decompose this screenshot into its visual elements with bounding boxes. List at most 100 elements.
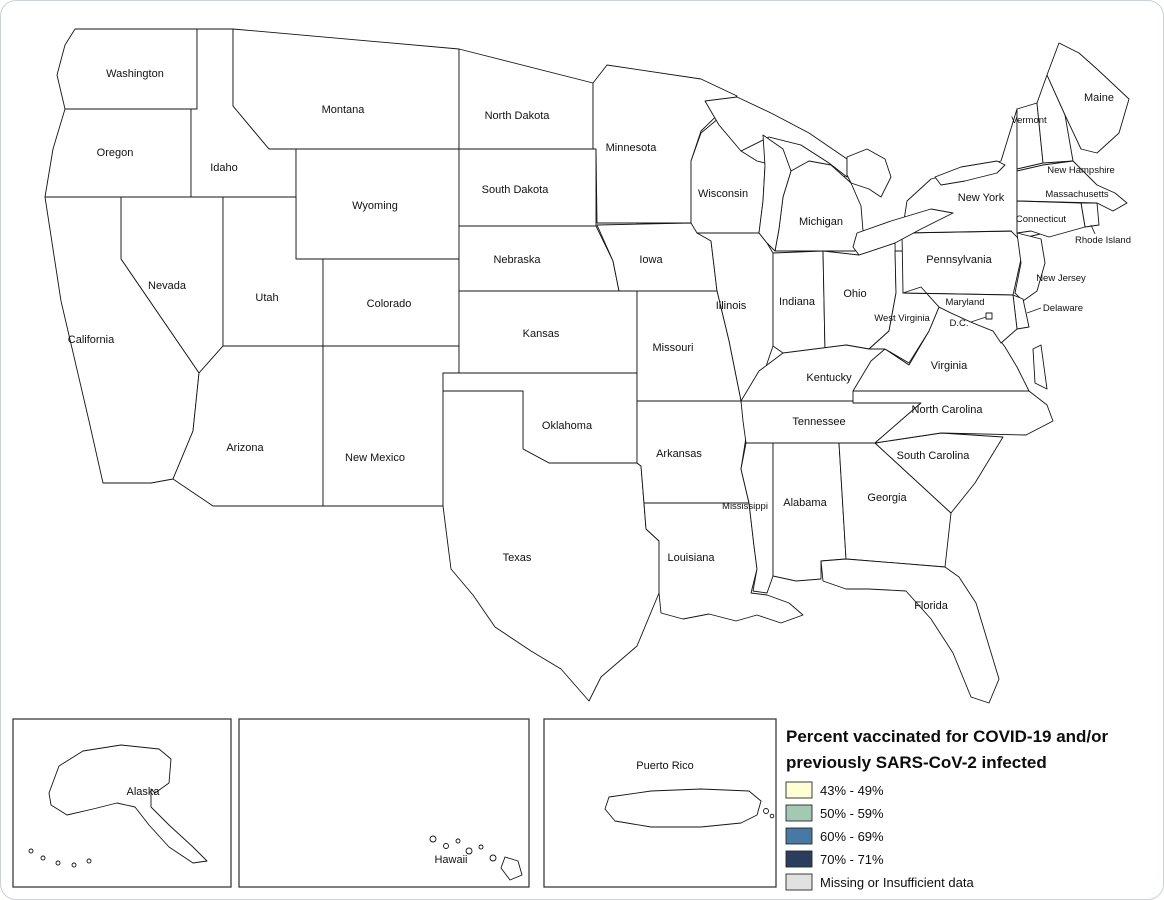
state-label-nevada: Nevada	[148, 280, 187, 292]
aleutian-island	[86, 858, 92, 864]
state-label-new-jersey: New Jersey	[1036, 273, 1086, 284]
alaska-inset-box	[12, 718, 232, 888]
state-alaska	[48, 744, 208, 864]
state-label-virginia: Virginia	[931, 360, 968, 372]
puerto-rico-inset	[604, 788, 775, 828]
state-label-california: California	[68, 334, 115, 346]
hawaii-inset	[429, 835, 523, 881]
state-label-arizona: Arizona	[226, 442, 264, 454]
state-label-ohio: Ohio	[843, 288, 866, 300]
legend-swatch-50-59	[785, 804, 813, 822]
state-label-rhode-island: Rhode Island	[1075, 235, 1131, 246]
state-label-delaware: Delaware	[1043, 303, 1083, 314]
lake-superior	[704, 96, 848, 178]
state-maryland	[902, 286, 1018, 344]
state-virginia-eastern-shore	[1032, 344, 1048, 390]
state-label-arkansas: Arkansas	[656, 448, 702, 460]
state-label-hawaii: Hawaii	[434, 854, 467, 866]
state-label-pennsylvania: Pennsylvania	[926, 254, 992, 266]
hawaii-island-maui	[489, 854, 497, 862]
hawaii-inset-box	[238, 718, 530, 888]
state-labels: Washington Oregon California Nevada Idah…	[68, 68, 1131, 866]
state-puerto-rico	[604, 788, 762, 828]
state-label-illinois: Illinois	[716, 300, 747, 312]
state-label-tennessee: Tennessee	[792, 416, 845, 428]
legend-label-missing: Missing or Insufficient data	[820, 875, 974, 890]
state-label-idaho: Idaho	[210, 162, 238, 174]
state-label-alaska: Alaska	[126, 786, 160, 798]
state-label-michigan: Michigan	[799, 216, 843, 228]
delaware-leader-line	[1026, 307, 1042, 314]
mainland-states	[44, 28, 1130, 704]
state-north-carolina	[852, 390, 1054, 444]
hawaii-island-oahu	[455, 838, 461, 844]
state-label-massachusetts: Massachusetts	[1045, 189, 1109, 200]
state-label-dc: D.C.	[950, 318, 969, 329]
state-new-mexico	[322, 345, 460, 507]
puerto-rico-inset-box	[543, 718, 777, 888]
legend-label-43-49: 43% - 49%	[820, 783, 884, 798]
state-label-utah: Utah	[255, 292, 278, 304]
lake-huron	[846, 148, 892, 198]
aleutian-island	[28, 848, 34, 854]
state-label-wyoming: Wyoming	[352, 200, 398, 212]
puerto-rico-island-culebra	[769, 813, 775, 819]
state-district-of-columbia	[985, 312, 993, 320]
state-texas	[442, 390, 660, 702]
state-maine	[1046, 42, 1130, 154]
state-label-north-carolina: North Carolina	[912, 404, 984, 416]
state-label-kansas: Kansas	[523, 328, 560, 340]
legend-swatch-43-49	[785, 781, 813, 799]
state-label-maine: Maine	[1084, 92, 1114, 104]
state-label-new-hampshire: New Hampshire	[1047, 165, 1115, 176]
state-label-connecticut: Connecticut	[1016, 214, 1067, 225]
alaska-inset	[28, 744, 208, 868]
hawaii-island-molokai	[465, 847, 473, 855]
state-label-puerto-rico: Puerto Rico	[636, 760, 693, 772]
state-new-jersey	[1014, 232, 1046, 302]
state-label-washington: Washington	[106, 68, 164, 80]
legend-title-line2: previously SARS-CoV-2 infected	[786, 753, 1047, 772]
state-label-florida: Florida	[914, 600, 949, 612]
legend-swatch-60-69	[785, 827, 813, 845]
state-label-alabama: Alabama	[783, 497, 827, 509]
state-label-mississippi: Mississippi	[722, 501, 768, 512]
hawaii-island-lanai	[478, 844, 484, 850]
state-label-oklahoma: Oklahoma	[542, 420, 593, 432]
state-montana	[232, 28, 460, 150]
inset-boxes	[12, 718, 777, 888]
rhode-island-leader-line	[1090, 224, 1096, 235]
legend: Percent vaccinated for COVID-19 and/or p…	[785, 727, 1109, 891]
state-missouri	[636, 290, 742, 402]
state-label-kentucky: Kentucky	[806, 372, 852, 384]
state-label-iowa: Iowa	[639, 254, 663, 266]
great-lakes	[704, 96, 1006, 256]
lake-ontario	[934, 160, 1006, 186]
state-georgia	[838, 442, 952, 568]
state-florida	[820, 558, 1000, 704]
hawaii-island-kauai	[443, 843, 449, 849]
state-label-missouri: Missouri	[653, 342, 694, 354]
lake-michigan	[758, 134, 792, 252]
state-label-vermont: Vermont	[1011, 115, 1047, 126]
state-label-south-carolina: South Carolina	[897, 450, 971, 462]
state-label-georgia: Georgia	[867, 492, 907, 504]
lake-erie	[852, 208, 954, 256]
legend-label-70-71: 70% - 71%	[820, 852, 884, 867]
hawaii-island-big-island	[500, 856, 523, 881]
state-label-wisconsin: Wisconsin	[698, 188, 748, 200]
state-label-maryland: Maryland	[945, 297, 984, 308]
legend-swatch-70-71	[785, 850, 813, 868]
aleutian-island	[71, 862, 77, 868]
aleutian-island	[55, 860, 61, 866]
state-label-minnesota: Minnesota	[606, 142, 658, 154]
state-label-south-dakota: South Dakota	[482, 184, 550, 196]
state-label-indiana: Indiana	[779, 296, 816, 308]
state-label-new-york: New York	[958, 192, 1005, 204]
state-label-nebraska: Nebraska	[493, 254, 541, 266]
state-label-texas: Texas	[503, 552, 532, 564]
state-label-oregon: Oregon	[97, 147, 134, 159]
state-label-montana: Montana	[322, 104, 366, 116]
